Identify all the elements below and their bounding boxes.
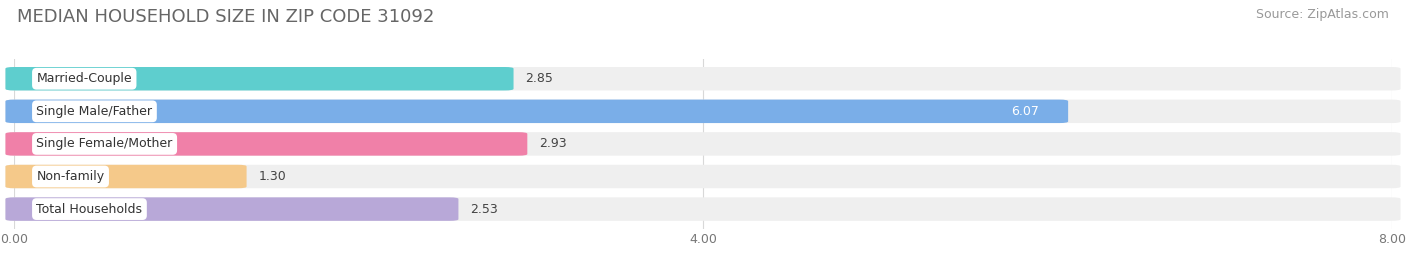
Text: Married-Couple: Married-Couple (37, 72, 132, 85)
Text: 2.93: 2.93 (540, 137, 567, 150)
Text: Single Male/Father: Single Male/Father (37, 105, 152, 118)
Text: 1.30: 1.30 (259, 170, 287, 183)
Text: 2.85: 2.85 (526, 72, 554, 85)
FancyBboxPatch shape (6, 197, 458, 221)
FancyBboxPatch shape (6, 165, 246, 188)
Text: 2.53: 2.53 (471, 203, 498, 215)
FancyBboxPatch shape (6, 132, 527, 156)
FancyBboxPatch shape (6, 100, 1069, 123)
Text: Non-family: Non-family (37, 170, 104, 183)
FancyBboxPatch shape (6, 100, 1400, 123)
FancyBboxPatch shape (6, 165, 1400, 188)
Text: MEDIAN HOUSEHOLD SIZE IN ZIP CODE 31092: MEDIAN HOUSEHOLD SIZE IN ZIP CODE 31092 (17, 8, 434, 26)
Text: Source: ZipAtlas.com: Source: ZipAtlas.com (1256, 8, 1389, 21)
Text: Single Female/Mother: Single Female/Mother (37, 137, 173, 150)
FancyBboxPatch shape (6, 197, 1400, 221)
Text: Total Households: Total Households (37, 203, 142, 215)
FancyBboxPatch shape (6, 67, 1400, 90)
Text: 6.07: 6.07 (1011, 105, 1039, 118)
FancyBboxPatch shape (6, 132, 1400, 156)
FancyBboxPatch shape (6, 67, 513, 90)
